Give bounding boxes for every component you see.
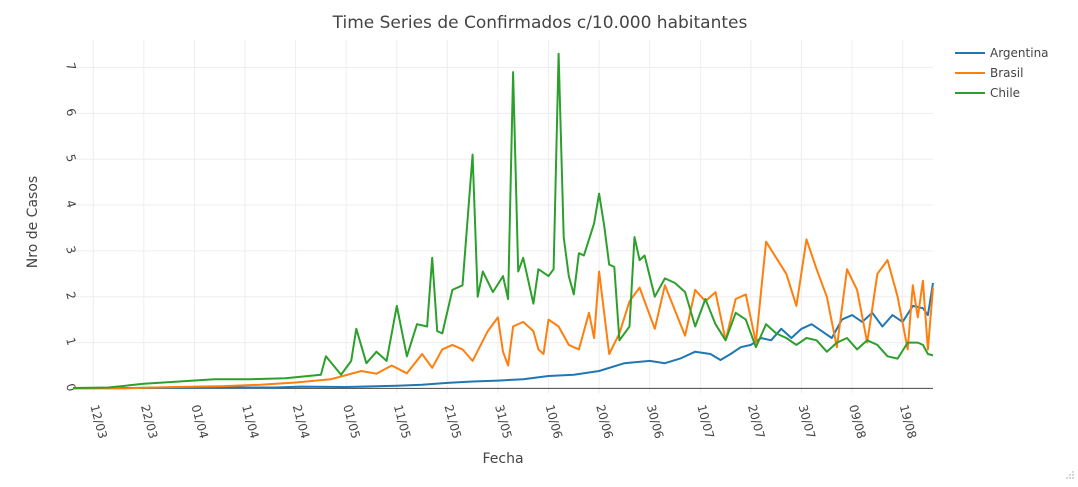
y-tick-label: 4 xyxy=(63,199,79,210)
legend-item-chile[interactable]: Chile xyxy=(955,86,1020,100)
y-tick-label: 7 xyxy=(63,61,79,72)
x-tick-label: 21/05 xyxy=(441,403,463,440)
x-tick-label: 09/08 xyxy=(846,403,868,440)
x-tick-label: 12/03 xyxy=(87,403,109,440)
x-tick-label: 11/04 xyxy=(239,403,261,440)
legend-label: Brasil xyxy=(990,66,1023,80)
resize-handle-icon[interactable] xyxy=(1066,471,1074,479)
x-tick-label: 20/07 xyxy=(745,403,767,440)
x-tick-label: 30/07 xyxy=(796,403,818,440)
y-tick-label: 2 xyxy=(63,290,79,301)
chart-title: Time Series de Confirmados c/10.000 habi… xyxy=(332,13,748,33)
y-axis-label: Nro de Casos xyxy=(25,176,41,268)
x-tick-label: 19/08 xyxy=(897,403,919,440)
legend-label: Chile xyxy=(990,86,1020,100)
x-tick-label: 01/05 xyxy=(340,403,362,440)
series-line-chile xyxy=(72,52,934,389)
legend-label: Argentina xyxy=(990,46,1049,60)
x-tick-label: 22/03 xyxy=(138,403,160,440)
x-tick-label: 20/06 xyxy=(593,403,615,440)
legend[interactable]: Argentina Brasil Chile xyxy=(955,46,1049,100)
legend-item-brasil[interactable]: Brasil xyxy=(955,66,1023,80)
x-tick-label: 10/06 xyxy=(543,403,565,440)
x-tick-label: 01/04 xyxy=(189,403,211,440)
series-line-brasil xyxy=(73,238,934,390)
x-tick-label: 10/07 xyxy=(694,403,716,440)
y-tick-label: 6 xyxy=(63,107,79,118)
y-tick-label: 5 xyxy=(63,153,79,164)
series-line-argentina xyxy=(72,282,934,390)
x-tick-label: 30/06 xyxy=(644,403,666,440)
legend-item-argentina[interactable]: Argentina xyxy=(955,46,1049,60)
y-tick-label: 3 xyxy=(63,244,79,255)
x-axis-label: Fecha xyxy=(482,451,523,467)
x-tick-label: 21/04 xyxy=(290,403,312,440)
y-tick-label: 1 xyxy=(63,336,79,347)
y-tick-label: 0 xyxy=(63,382,79,393)
x-tick-label: 11/05 xyxy=(391,403,413,440)
x-tick-label: 31/05 xyxy=(492,403,514,440)
series-lines xyxy=(72,52,934,390)
